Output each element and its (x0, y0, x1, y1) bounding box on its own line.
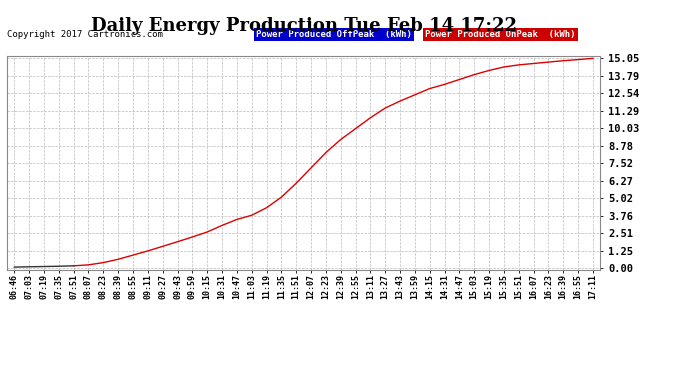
Text: Copyright 2017 Cartronics.com: Copyright 2017 Cartronics.com (7, 30, 163, 39)
Text: Power Produced OnPeak  (kWh): Power Produced OnPeak (kWh) (425, 30, 575, 39)
Text: Power Produced OffPeak  (kWh): Power Produced OffPeak (kWh) (256, 30, 412, 39)
Text: Daily Energy Production Tue Feb 14 17:22: Daily Energy Production Tue Feb 14 17:22 (90, 17, 517, 35)
